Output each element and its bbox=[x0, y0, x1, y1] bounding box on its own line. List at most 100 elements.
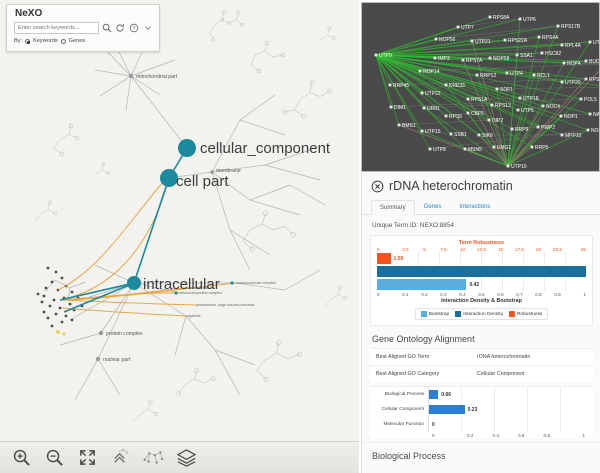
gene-node[interactable] bbox=[556, 24, 560, 28]
gene-network-canvas[interactable]: UTP9 RPS8A UTP6 UTP7 RPS17B NOP56 UTP21 RPS22A R… bbox=[362, 3, 599, 171]
tree-node-cellular-component[interactable] bbox=[178, 139, 196, 157]
gene-interaction-network-panel[interactable]: UTP9 RPS8A UTP6 UTP7 RPS17B NOP56 UTP21 RPS22A R… bbox=[361, 2, 600, 172]
info-tabs: Summary Genes Interactions bbox=[362, 195, 600, 215]
gene-node[interactable] bbox=[428, 147, 432, 151]
gene-node[interactable] bbox=[477, 133, 481, 137]
gene-label: UTP7 bbox=[461, 25, 474, 31]
tree-node-protein-complex[interactable] bbox=[98, 330, 104, 336]
gene-node[interactable] bbox=[374, 53, 378, 57]
gene-node[interactable] bbox=[510, 127, 514, 131]
go-bar[interactable]: 0.06 bbox=[429, 390, 451, 399]
gene-node[interactable] bbox=[503, 38, 507, 42]
gene-label: RPS6 bbox=[449, 114, 462, 120]
radio-keywords-label: Keywords bbox=[33, 38, 58, 44]
gene-node[interactable] bbox=[506, 164, 510, 168]
gene-node[interactable] bbox=[588, 112, 592, 116]
gene-node[interactable] bbox=[434, 37, 438, 41]
gene-node[interactable] bbox=[444, 83, 448, 87]
gene-node[interactable] bbox=[560, 80, 564, 84]
search-panel[interactable]: NeXO ? By: Keywords bbox=[6, 4, 160, 52]
layers-icon[interactable] bbox=[175, 447, 197, 469]
gene-node[interactable] bbox=[444, 114, 448, 118]
bar-interaction-density[interactable] bbox=[377, 266, 586, 277]
bar-bootstrap[interactable]: 0.42 bbox=[377, 279, 479, 290]
gene-node[interactable] bbox=[433, 56, 437, 60]
zoom-out-button[interactable] bbox=[43, 447, 65, 469]
gene-node[interactable] bbox=[532, 73, 536, 77]
gene-node[interactable] bbox=[487, 118, 491, 122]
tree-node-intracellular[interactable] bbox=[127, 276, 141, 290]
gene-node[interactable] bbox=[562, 61, 566, 65]
gene-node[interactable] bbox=[466, 111, 470, 115]
axis-tick: 0 bbox=[377, 247, 380, 252]
close-circle-icon[interactable] bbox=[371, 180, 384, 193]
help-icon[interactable]: ? bbox=[128, 22, 140, 34]
tree-node-cell-part[interactable] bbox=[160, 169, 178, 187]
gene-node[interactable] bbox=[388, 83, 392, 87]
gene-node[interactable] bbox=[490, 103, 494, 107]
tree-node-membrane[interactable] bbox=[210, 170, 214, 174]
radio-keywords[interactable] bbox=[25, 38, 31, 44]
gene-node[interactable] bbox=[588, 40, 592, 44]
gene-node[interactable] bbox=[389, 105, 393, 109]
gene-node[interactable] bbox=[537, 35, 541, 39]
search-input[interactable] bbox=[14, 22, 99, 34]
gene-node[interactable] bbox=[475, 73, 479, 77]
fit-screen-button[interactable] bbox=[76, 447, 98, 469]
gene-node[interactable] bbox=[492, 145, 496, 149]
gene-node[interactable] bbox=[470, 39, 474, 43]
gene-node[interactable] bbox=[579, 97, 583, 101]
reset-icon[interactable] bbox=[115, 22, 127, 34]
gene-node[interactable] bbox=[397, 123, 401, 127]
radio-genes[interactable] bbox=[60, 38, 66, 44]
tree-node-nuclear-part[interactable] bbox=[95, 356, 101, 362]
double-chevron-up-icon[interactable] bbox=[109, 447, 131, 469]
gene-node[interactable] bbox=[536, 125, 540, 129]
gene-node[interactable] bbox=[530, 145, 534, 149]
gene-node[interactable] bbox=[495, 87, 499, 91]
chevron-down-icon[interactable] bbox=[142, 22, 154, 34]
axis-tick: 25 bbox=[580, 247, 586, 252]
gene-node[interactable] bbox=[420, 129, 424, 133]
gene-node[interactable] bbox=[559, 114, 563, 118]
gene-node[interactable] bbox=[466, 97, 470, 101]
gene-node[interactable] bbox=[518, 96, 522, 100]
gene-node[interactable] bbox=[584, 59, 588, 63]
gene-node[interactable] bbox=[456, 25, 460, 29]
network-icon[interactable] bbox=[142, 447, 164, 469]
gene-node[interactable] bbox=[515, 53, 519, 57]
tree-node-mitochondrial-part[interactable] bbox=[128, 73, 134, 79]
gene-node[interactable] bbox=[418, 69, 422, 73]
gene-label: NOP56 bbox=[439, 37, 456, 43]
gene-node[interactable] bbox=[422, 106, 426, 110]
tab-genes[interactable]: Genes bbox=[423, 204, 442, 210]
ontology-tree-panel[interactable]: mitochondrial part membrane protein comp… bbox=[0, 0, 359, 473]
gene-label: UTP21 bbox=[475, 39, 491, 45]
search-by-row: By: Keywords Genes bbox=[14, 38, 85, 44]
gene-node[interactable] bbox=[488, 15, 492, 19]
gene-node[interactable] bbox=[505, 71, 509, 75]
search-icon[interactable] bbox=[101, 22, 113, 34]
tab-summary[interactable]: Summary bbox=[371, 200, 415, 215]
gene-node[interactable] bbox=[518, 17, 522, 21]
gene-node[interactable] bbox=[560, 133, 564, 137]
zoom-in-button[interactable] bbox=[10, 447, 32, 469]
ontology-tree-canvas[interactable]: mitochondrial part membrane protein comp… bbox=[0, 0, 359, 473]
gene-node[interactable] bbox=[461, 58, 465, 62]
gene-node[interactable] bbox=[560, 43, 564, 47]
tab-interactions[interactable]: Interactions bbox=[459, 204, 491, 210]
gene-node[interactable] bbox=[463, 147, 467, 151]
go-bar[interactable]: 0.23 bbox=[429, 405, 477, 414]
gene-node[interactable] bbox=[540, 51, 544, 55]
go-bar-value: 0.06 bbox=[441, 391, 452, 398]
gene-node[interactable] bbox=[516, 108, 520, 112]
gene-node[interactable] bbox=[420, 91, 424, 95]
gene-node[interactable] bbox=[488, 56, 492, 60]
bar-robustness[interactable]: 1.59 bbox=[377, 253, 403, 264]
gene-label: RPS9B bbox=[589, 77, 599, 83]
gene-node[interactable] bbox=[584, 77, 588, 81]
gene-node[interactable] bbox=[449, 132, 453, 136]
gene-node[interactable] bbox=[541, 104, 545, 108]
gene-node[interactable] bbox=[586, 128, 590, 132]
